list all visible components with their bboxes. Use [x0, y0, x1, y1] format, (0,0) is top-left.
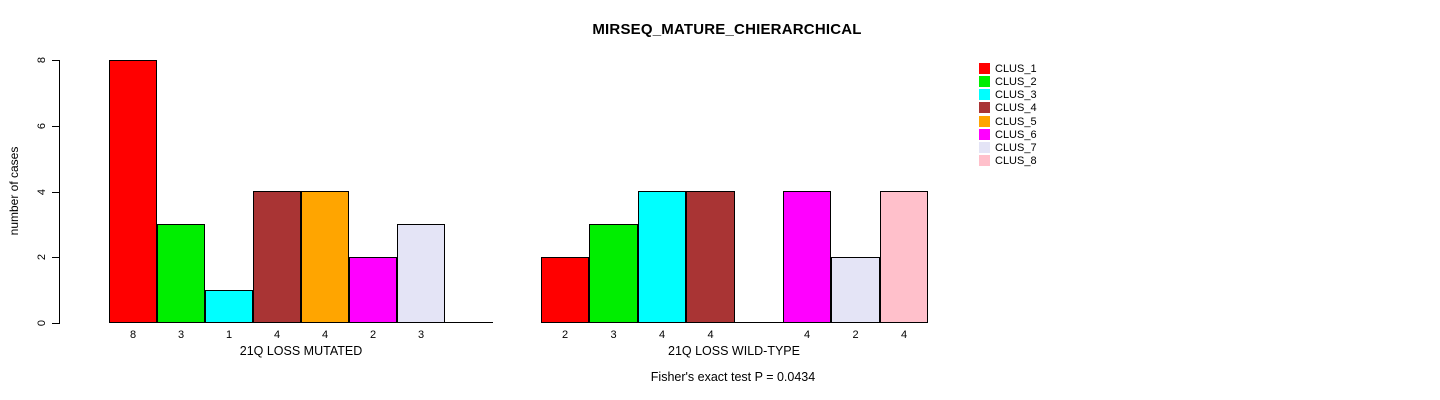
- y-tick-label: 2: [36, 253, 48, 261]
- fisher-test-annotation: Fisher's exact test P = 0.0434: [650, 370, 816, 384]
- legend-swatch-icon: [979, 63, 990, 74]
- zero-bar-clus_5: [735, 322, 783, 323]
- x-axis-label-mutated: 21Q LOSS MUTATED: [239, 344, 363, 358]
- bar-count-label: 4: [273, 329, 281, 341]
- bar-clus_1: [541, 257, 589, 323]
- bar-clus_4: [253, 191, 301, 323]
- legend-label: CLUS_7: [995, 141, 1037, 154]
- legend-swatch-icon: [979, 102, 990, 113]
- bar-clus_3: [205, 290, 253, 323]
- bar-clus_6: [349, 257, 397, 323]
- bar-count-label: 4: [707, 329, 714, 341]
- y-tick-label: 6: [36, 122, 48, 130]
- y-axis-line: [59, 60, 60, 324]
- zero-bar-clus_8: [445, 322, 493, 323]
- legend-label: CLUS_2: [995, 75, 1037, 88]
- y-tick-mark: [52, 126, 59, 127]
- bar-clus_4: [686, 191, 735, 323]
- legend-item-clus_5: CLUS_5: [979, 115, 1037, 128]
- bar-clus_7: [831, 257, 880, 323]
- bar-count-label: 4: [321, 329, 329, 341]
- bar-clus_6: [783, 191, 831, 323]
- legend-item-clus_8: CLUS_8: [979, 154, 1037, 167]
- legend-item-clus_6: CLUS_6: [979, 128, 1037, 141]
- y-tick-label: 8: [36, 56, 48, 64]
- bar-count-label: 1: [225, 329, 233, 341]
- bar-clus_7: [397, 224, 445, 323]
- bar-count-label: 3: [417, 329, 425, 341]
- legend-label: CLUS_1: [995, 62, 1037, 75]
- legend-item-clus_3: CLUS_3: [979, 88, 1037, 101]
- legend-swatch-icon: [979, 129, 990, 140]
- y-tick-mark: [52, 323, 59, 324]
- bar-clus_1: [109, 60, 157, 323]
- y-tick-label: 4: [36, 188, 48, 196]
- bar-count-label: 4: [900, 329, 908, 341]
- legend-label: CLUS_5: [995, 115, 1037, 128]
- y-tick-mark: [52, 60, 59, 61]
- y-tick-mark: [52, 192, 59, 193]
- bar-count-label: 3: [610, 329, 617, 341]
- bar-count-label: 4: [803, 329, 811, 341]
- legend-swatch-icon: [979, 142, 990, 153]
- bar-clus_2: [589, 224, 638, 323]
- legend-label: CLUS_6: [995, 128, 1037, 141]
- legend-item-clus_1: CLUS_1: [979, 62, 1037, 75]
- y-axis-label: number of cases: [7, 146, 21, 236]
- bar-count-label: 3: [177, 329, 185, 341]
- legend-label: CLUS_8: [995, 154, 1037, 167]
- bar-count-label: 8: [129, 329, 137, 341]
- bar-count-label: 2: [852, 329, 859, 341]
- legend-item-clus_2: CLUS_2: [979, 75, 1037, 88]
- legend-swatch-icon: [979, 155, 990, 166]
- bar-count-label: 2: [561, 329, 569, 341]
- bar-count-label: 4: [658, 329, 666, 341]
- bar-clus_3: [638, 191, 686, 323]
- legend-label: CLUS_4: [995, 101, 1037, 114]
- chart-title: MIRSEQ_MATURE_CHIERARCHICAL: [592, 21, 862, 38]
- legend-swatch-icon: [979, 116, 990, 127]
- bar-count-label: 2: [369, 329, 377, 341]
- bar-clus_5: [301, 191, 349, 323]
- bar-clus_8: [880, 191, 928, 323]
- legend-label: CLUS_3: [995, 88, 1037, 101]
- legend-item-clus_4: CLUS_4: [979, 101, 1037, 114]
- y-tick-mark: [52, 257, 59, 258]
- bar-clus_2: [157, 224, 205, 323]
- y-tick-label: 0: [36, 319, 48, 327]
- legend-swatch-icon: [979, 89, 990, 100]
- x-axis-label-wildtype: 21Q LOSS WILD-TYPE: [668, 344, 800, 358]
- legend-swatch-icon: [979, 76, 990, 87]
- legend-item-clus_7: CLUS_7: [979, 141, 1037, 154]
